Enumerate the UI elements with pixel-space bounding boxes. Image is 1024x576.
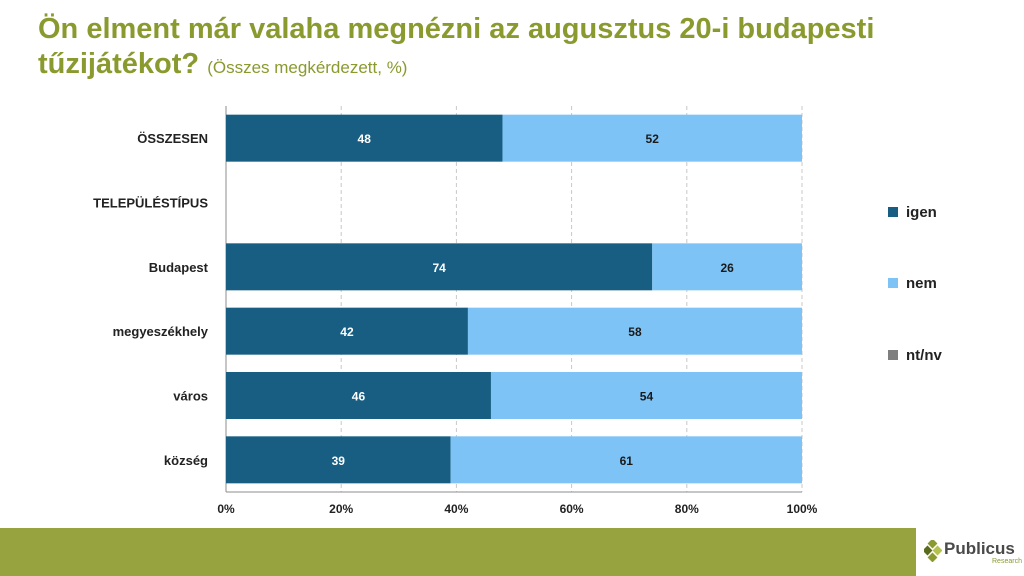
- bar-igen: [226, 243, 653, 291]
- data-label: 48: [358, 132, 372, 146]
- category-label: TELEPÜLÉSTÍPUS: [93, 196, 208, 211]
- bar-igen: [226, 114, 503, 162]
- x-tick-label: 80%: [675, 502, 699, 516]
- title-subtitle: (Összes megkérdezett, %): [207, 58, 408, 77]
- data-label: 46: [352, 390, 366, 404]
- bar-igen: [226, 307, 468, 355]
- bar-nem: [652, 243, 802, 291]
- legend-swatch: [888, 207, 898, 217]
- category-label: község: [164, 453, 208, 468]
- data-label: 26: [720, 261, 734, 275]
- footer-bar: [0, 528, 1024, 576]
- x-tick-label: 40%: [444, 502, 468, 516]
- data-label: 58: [628, 325, 642, 339]
- bar-nem: [450, 436, 802, 484]
- data-label: 42: [340, 325, 354, 339]
- data-label: 74: [432, 261, 446, 275]
- x-tick-label: 20%: [329, 502, 353, 516]
- bar-nem: [490, 372, 802, 419]
- data-label: 61: [620, 454, 634, 468]
- logo-name: Publicus: [944, 539, 1015, 558]
- bar-nem: [502, 114, 802, 162]
- logo-sub: Research: [992, 558, 1022, 565]
- data-label: 39: [332, 454, 346, 468]
- x-tick-label: 0%: [217, 502, 235, 516]
- data-label: 52: [646, 132, 660, 146]
- legend-swatch: [888, 350, 898, 360]
- x-tick-label: 100%: [787, 502, 818, 516]
- logo-mark-icon: [924, 540, 942, 562]
- category-label: Budapest: [149, 260, 209, 275]
- category-label: város: [173, 389, 208, 404]
- data-label: 54: [640, 390, 654, 404]
- x-tick-label: 60%: [560, 502, 584, 516]
- bar-igen: [226, 436, 451, 484]
- category-label: ÖSSZESEN: [137, 131, 208, 146]
- bar-nem: [467, 307, 802, 355]
- legend-swatch: [888, 278, 898, 288]
- chart-title: Ön elment már valaha megnézni az auguszt…: [38, 12, 998, 85]
- publicus-logo: Publicus Research: [916, 528, 1024, 576]
- stacked-bar-chart: 0% 20% 40% 60% 80% 100% ÖSSZESEN 48 52 TELEPÜLÉST…: [93, 106, 942, 516]
- legend-label: nt/nv: [906, 347, 942, 364]
- bar-igen: [226, 372, 491, 419]
- legend-label: igen: [906, 204, 937, 221]
- category-label: megyeszékhely: [113, 324, 209, 339]
- title-main: Ön elment már valaha megnézni az auguszt…: [38, 13, 875, 80]
- legend-label: nem: [906, 275, 937, 292]
